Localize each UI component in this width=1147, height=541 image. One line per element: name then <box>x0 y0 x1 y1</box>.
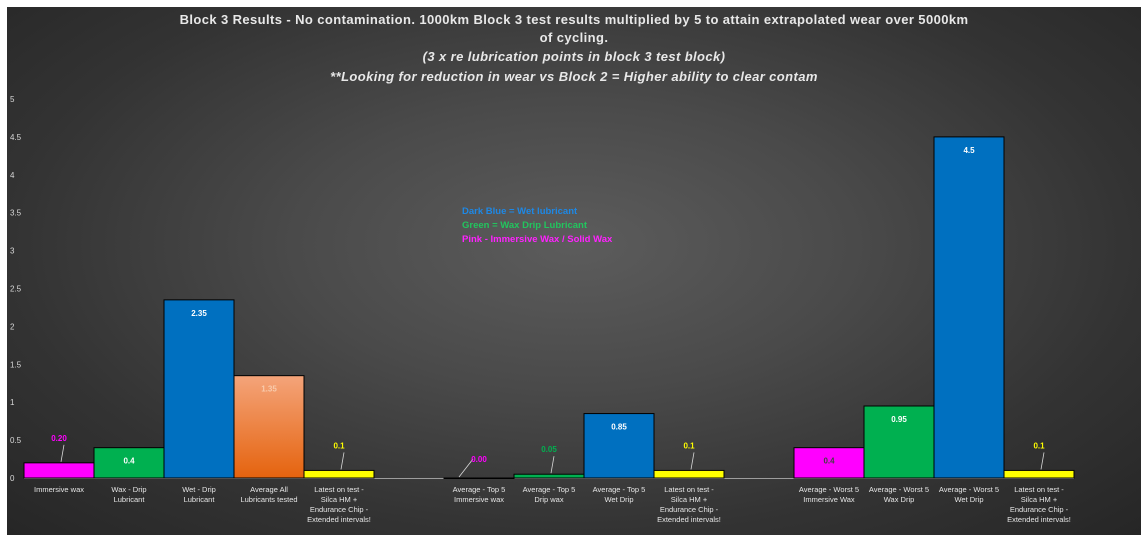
category-label: Lubricants tested <box>240 495 297 504</box>
category-label: Extended intervals! <box>657 515 721 524</box>
category-label: Silca HM + <box>1021 495 1058 504</box>
bar <box>793 447 865 479</box>
bar <box>1003 469 1075 479</box>
bar <box>933 136 1005 479</box>
category-label: Extended intervals! <box>307 515 371 524</box>
y-tick-label: 1.5 <box>10 360 22 369</box>
category-label: Latest on test - <box>314 485 364 494</box>
y-tick-label: 0.5 <box>10 436 22 445</box>
y-tick-label: 5 <box>10 95 15 104</box>
category-label: Average - Worst 5 <box>799 485 859 494</box>
data-label: 2.35 <box>191 309 207 318</box>
category-label: Latest on test - <box>1014 485 1064 494</box>
y-tick-label: 4.5 <box>10 133 22 142</box>
data-label: 0.00 <box>471 455 487 464</box>
category-label: Drip wax <box>534 495 563 504</box>
legend-entry-immersive: Pink - Immersive Wax / Solid Wax <box>462 234 613 245</box>
category-label: Wax - Drip <box>111 485 146 494</box>
y-tick-label: 1 <box>10 398 15 407</box>
bar <box>163 299 235 479</box>
category-label: Wax Drip <box>884 495 915 504</box>
data-label: 0.1 <box>1033 441 1045 450</box>
bar <box>23 462 95 479</box>
data-label: 0.95 <box>891 415 907 424</box>
chart-area: Block 3 Results - No contamination. 1000… <box>7 7 1141 535</box>
chart-title-line-1: Block 3 Results - No contamination. 1000… <box>179 12 969 27</box>
y-tick-label: 2.5 <box>10 285 22 294</box>
y-tick-label: 2 <box>10 322 15 331</box>
category-label: Endurance Chip - <box>660 505 719 514</box>
data-label-leader <box>60 444 65 462</box>
data-label: 0.1 <box>683 441 695 450</box>
category-label: Wet Drip <box>604 495 633 504</box>
category-label: Immersive wax <box>34 485 84 494</box>
category-label: Lubricant <box>184 495 216 504</box>
bar <box>863 405 935 479</box>
data-label-leader <box>458 458 474 478</box>
data-label: 4.5 <box>963 146 975 155</box>
category-label: Immersive Wax <box>803 495 855 504</box>
bar <box>443 477 515 479</box>
legend-entry-wet: Dark Blue = Wet lubricant <box>462 206 578 217</box>
bar <box>583 413 655 479</box>
chart-title-line-2: of cycling. <box>539 30 609 45</box>
bar-chart: 0 0.5 1 1.5 2 2.5 3 3.5 4 4.5 5 0.20 Immersive wax 0.… <box>10 95 1075 524</box>
category-label: Lubricant <box>114 495 146 504</box>
category-label: Average - Worst 5 <box>869 485 929 494</box>
chart-note: **Looking for reduction in wear vs Block… <box>330 69 818 84</box>
data-label: 0.85 <box>611 423 627 432</box>
y-tick-label: 3 <box>10 247 15 256</box>
y-tick-label: 4 <box>10 171 15 180</box>
bar <box>303 469 375 479</box>
category-label: Average - Top 5 <box>523 485 576 494</box>
data-label: 0.1 <box>333 441 345 450</box>
category-label: Silca HM + <box>671 495 708 504</box>
legend: Dark Blue = Wet lubricant Green = Wax Dr… <box>462 205 612 247</box>
data-label-leader <box>550 456 555 474</box>
category-label: Endurance Chip - <box>1010 505 1069 514</box>
category-label: Average - Top 5 <box>593 485 646 494</box>
bar <box>653 469 725 479</box>
data-label: 0.4 <box>823 457 835 466</box>
category-label: Latest on test - <box>664 485 714 494</box>
category-label: Extended intervals! <box>1007 515 1071 524</box>
data-label-leader <box>1040 452 1045 470</box>
legend-entry-wax-drip: Green = Wax Drip Lubricant <box>462 220 588 231</box>
data-label-leader <box>340 452 345 470</box>
data-label: 0.05 <box>541 445 557 454</box>
chart-subtitle: (3 x re lubrication points in block 3 te… <box>422 49 726 64</box>
data-label: 1.35 <box>261 385 277 394</box>
data-label-leader <box>690 452 695 470</box>
category-label: Wet - Drip <box>182 485 216 494</box>
category-label: Average All <box>250 485 288 494</box>
data-label: 0.20 <box>51 434 67 443</box>
bar <box>513 473 585 479</box>
category-label: Immersive wax <box>454 495 504 504</box>
y-tick-label: 3.5 <box>10 209 22 218</box>
category-label: Wet Drip <box>954 495 983 504</box>
category-label: Silca HM + <box>321 495 358 504</box>
bar <box>233 375 305 479</box>
category-label: Average - Worst 5 <box>939 485 999 494</box>
y-tick-label: 0 <box>10 474 15 483</box>
data-label: 0.4 <box>123 457 135 466</box>
category-label: Endurance Chip - <box>310 505 369 514</box>
category-label: Average - Top 5 <box>453 485 506 494</box>
